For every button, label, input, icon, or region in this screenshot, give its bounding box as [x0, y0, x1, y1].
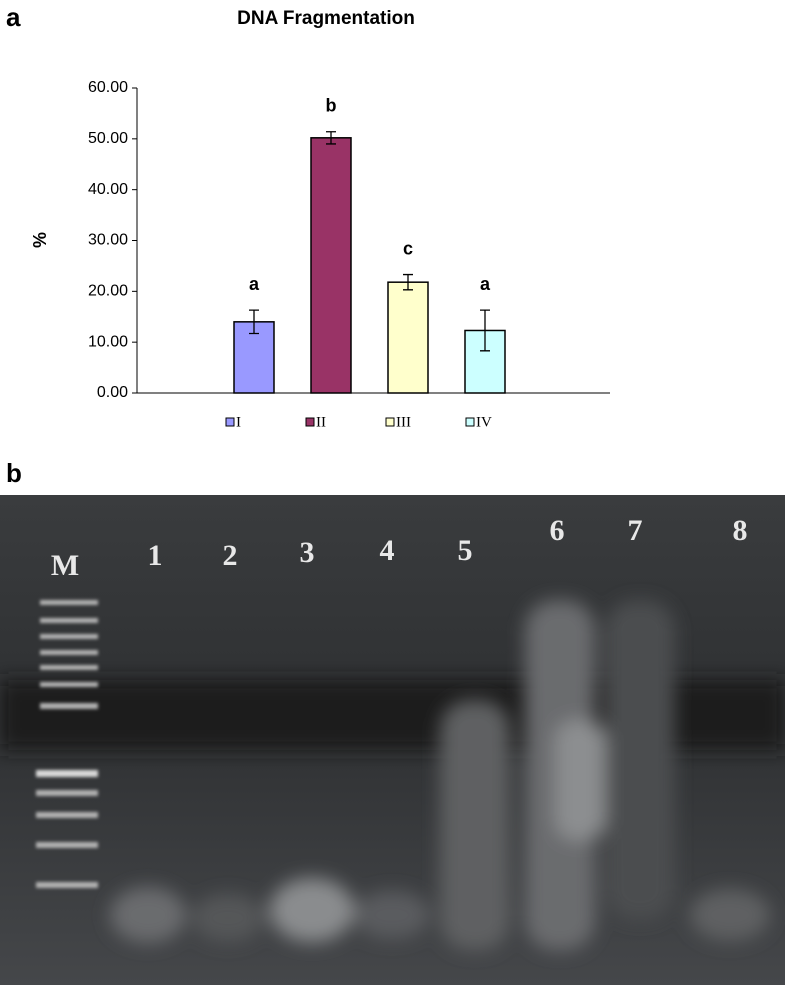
- lane-label: 6: [550, 514, 565, 547]
- panel-label: a: [6, 2, 21, 32]
- lane-label: 7: [628, 514, 643, 547]
- gel-image: M 1 2 3 4 5 6 7 8: [0, 495, 785, 985]
- bar-chart: 0.00 10.00 20.00 30.00 40.00 50.00 60.00 a Ib II c…: [88, 79, 610, 430]
- legend-label: I: [236, 414, 241, 430]
- bar: [310, 137, 352, 394]
- panel-label: b: [6, 458, 22, 488]
- y-tick-label: 10.00: [88, 333, 128, 350]
- lane-label: 5: [458, 534, 473, 567]
- y-tick-label: 0.00: [97, 384, 128, 401]
- legend-label: II: [316, 414, 326, 430]
- significance-letter: b: [326, 96, 337, 116]
- lane-label: 8: [733, 514, 748, 547]
- significance-letter: c: [403, 239, 413, 259]
- error-bar: [480, 309, 490, 352]
- y-tick-label: 20.00: [88, 283, 128, 300]
- y-tick-label: 30.00: [88, 232, 128, 249]
- significance-letter: a: [480, 274, 491, 294]
- lane-label: 3: [300, 536, 315, 569]
- bar: [387, 281, 429, 394]
- legend-label: III: [396, 414, 411, 430]
- y-tick-label: 50.00: [88, 130, 128, 147]
- y-tick-label: 60.00: [88, 79, 128, 96]
- legend-swatch: [305, 417, 315, 427]
- legend-swatch: [385, 417, 395, 427]
- error-bar: [403, 273, 413, 291]
- legend-swatch: [465, 417, 475, 427]
- ladder: [36, 600, 98, 888]
- y-axis-label: %: [30, 232, 50, 248]
- legend-swatch: [225, 417, 235, 427]
- lane-label: 1: [148, 539, 163, 572]
- chart-title: DNA Fragmentation: [237, 8, 415, 29]
- lane-smears: [110, 600, 770, 950]
- error-bar: [326, 131, 336, 145]
- lane-label: M: [51, 549, 79, 582]
- legend-label: IV: [476, 414, 492, 430]
- y-tick-label: 40.00: [88, 181, 128, 198]
- significance-letter: a: [249, 274, 260, 294]
- lane-label: 2: [223, 539, 238, 572]
- lane-label: 4: [380, 534, 395, 567]
- error-bar: [249, 309, 259, 335]
